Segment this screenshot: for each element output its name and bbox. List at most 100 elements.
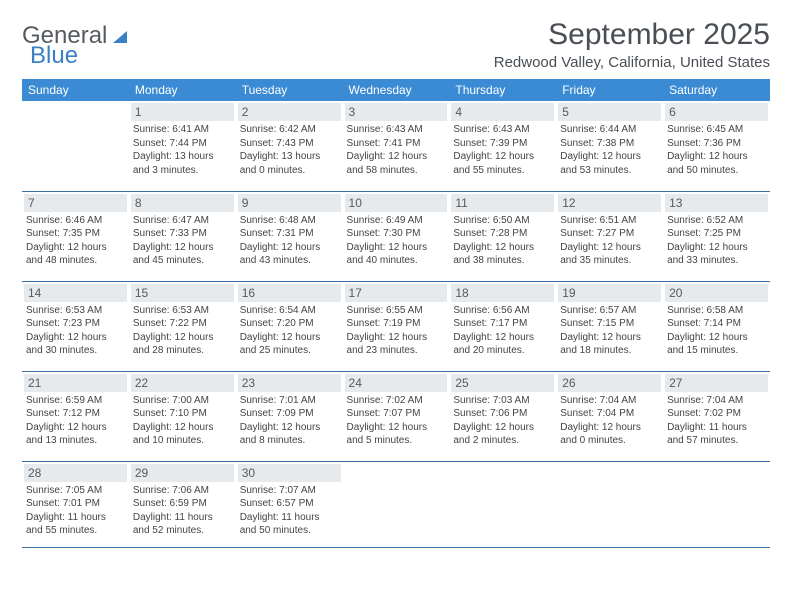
cell-line: Sunrise: 7:07 AM — [240, 484, 339, 498]
cell-line: Sunset: 7:25 PM — [667, 227, 766, 241]
cell-line: Daylight: 12 hours and 30 minutes. — [26, 331, 125, 358]
cell-line: Sunrise: 6:47 AM — [133, 214, 232, 228]
header: General September 2025 Redwood Valley, C… — [22, 18, 770, 71]
day-number: 7 — [24, 194, 127, 212]
calendar-cell: 3 Sunrise: 6:43 AMSunset: 7:41 PMDaylight… — [343, 101, 450, 191]
weekday-header: Sunday — [22, 79, 129, 101]
cell-line: Daylight: 13 hours and 3 minutes. — [133, 150, 232, 177]
day-number: 4 — [451, 103, 554, 121]
cell-line: Sunset: 7:28 PM — [453, 227, 552, 241]
day-number: 24 — [345, 374, 448, 392]
day-number: 3 — [345, 103, 448, 121]
cell-line: Sunset: 7:22 PM — [133, 317, 232, 331]
cell-line: Sunset: 7:15 PM — [560, 317, 659, 331]
day-number: 28 — [24, 464, 127, 482]
cell-line: Daylight: 12 hours and 5 minutes. — [347, 421, 446, 448]
calendar-cell: 30Sunrise: 7:07 AMSunset: 6:57 PMDayligh… — [236, 461, 343, 547]
cell-content: Sunrise: 6:53 AMSunset: 7:22 PMDaylight:… — [133, 304, 232, 358]
day-number: 30 — [238, 464, 341, 482]
day-number: 16 — [238, 284, 341, 302]
cell-line: Daylight: 12 hours and 35 minutes. — [560, 241, 659, 268]
cell-content: Sunrise: 7:00 AMSunset: 7:10 PMDaylight:… — [133, 394, 232, 448]
cell-line: Daylight: 12 hours and 50 minutes. — [667, 150, 766, 177]
calendar-cell: 5 Sunrise: 6:44 AMSunset: 7:38 PMDaylight… — [556, 101, 663, 191]
cell-line: Daylight: 12 hours and 10 minutes. — [133, 421, 232, 448]
cell-line: Sunset: 7:01 PM — [26, 497, 125, 511]
calendar-cell: 28Sunrise: 7:05 AMSunset: 7:01 PMDayligh… — [22, 461, 129, 547]
cell-line: Sunset: 7:30 PM — [347, 227, 446, 241]
month-title: September 2025 — [494, 18, 770, 52]
cell-line: Daylight: 12 hours and 43 minutes. — [240, 241, 339, 268]
cell-line: Daylight: 12 hours and 18 minutes. — [560, 331, 659, 358]
calendar-week: 7Sunrise: 6:46 AMSunset: 7:35 PMDaylight… — [22, 191, 770, 281]
cell-line: Sunset: 7:19 PM — [347, 317, 446, 331]
cell-line: Sunrise: 7:03 AM — [453, 394, 552, 408]
cell-content: Sunrise: 7:03 AMSunset: 7:06 PMDaylight:… — [453, 394, 552, 448]
cell-line: Sunset: 7:27 PM — [560, 227, 659, 241]
calendar-cell: 15 Sunrise: 6:53 AMSunset: 7:22 PMDayligh… — [129, 281, 236, 371]
cell-line: Sunrise: 6:57 AM — [560, 304, 659, 318]
cell-line: Daylight: 13 hours and 0 minutes. — [240, 150, 339, 177]
cell-line: Sunset: 7:23 PM — [26, 317, 125, 331]
day-number: 2 — [238, 103, 341, 121]
day-number: 15 — [131, 284, 234, 302]
weekday-header: Saturday — [663, 79, 770, 101]
cell-content: Sunrise: 7:06 AMSunset: 6:59 PMDaylight:… — [133, 484, 232, 538]
calendar-cell: 6 Sunrise: 6:45 AMSunset: 7:36 PMDaylight… — [663, 101, 770, 191]
day-number: 21 — [24, 374, 127, 392]
cell-line: Sunrise: 6:50 AM — [453, 214, 552, 228]
cell-line: Sunrise: 7:04 AM — [667, 394, 766, 408]
cell-content: Sunrise: 6:45 AMSunset: 7:36 PMDaylight:… — [667, 123, 766, 177]
cell-content: Sunrise: 6:52 AMSunset: 7:25 PMDaylight:… — [667, 214, 766, 268]
cell-line: Sunset: 6:59 PM — [133, 497, 232, 511]
day-number: 9 — [238, 194, 341, 212]
cell-line: Daylight: 12 hours and 25 minutes. — [240, 331, 339, 358]
cell-content: Sunrise: 7:02 AMSunset: 7:07 PMDaylight:… — [347, 394, 446, 448]
calendar-cell: 9Sunrise: 6:48 AMSunset: 7:31 PMDaylight… — [236, 191, 343, 281]
cell-line: Daylight: 11 hours and 50 minutes. — [240, 511, 339, 538]
day-number: 5 — [558, 103, 661, 121]
cell-line: Sunset: 7:07 PM — [347, 407, 446, 421]
cell-line: Sunrise: 7:00 AM — [133, 394, 232, 408]
cell-line: Sunrise: 6:56 AM — [453, 304, 552, 318]
weekday-header: Friday — [556, 79, 663, 101]
weekday-row: SundayMondayTuesdayWednesdayThursdayFrid… — [22, 79, 770, 101]
day-number: 27 — [665, 374, 768, 392]
cell-line: Sunrise: 6:53 AM — [133, 304, 232, 318]
cell-line: Sunset: 7:10 PM — [133, 407, 232, 421]
cell-line: Sunrise: 6:58 AM — [667, 304, 766, 318]
day-number: 6 — [665, 103, 768, 121]
calendar-cell: 14Sunrise: 6:53 AMSunset: 7:23 PMDayligh… — [22, 281, 129, 371]
calendar-cell: 25Sunrise: 7:03 AMSunset: 7:06 PMDayligh… — [449, 371, 556, 461]
cell-line: Sunset: 7:44 PM — [133, 137, 232, 151]
cell-line: Sunset: 7:43 PM — [240, 137, 339, 151]
cell-line: Daylight: 12 hours and 45 minutes. — [133, 241, 232, 268]
cell-line: Daylight: 12 hours and 53 minutes. — [560, 150, 659, 177]
cell-line: Sunrise: 7:06 AM — [133, 484, 232, 498]
cell-line: Sunrise: 6:43 AM — [347, 123, 446, 137]
calendar-cell: 24 Sunrise: 7:02 AMSunset: 7:07 PMDayligh… — [343, 371, 450, 461]
cell-line: Daylight: 12 hours and 48 minutes. — [26, 241, 125, 268]
calendar-cell: 8Sunrise: 6:47 AMSunset: 7:33 PMDaylight… — [129, 191, 236, 281]
title-block: September 2025 Redwood Valley, Californi… — [494, 18, 770, 71]
calendar-cell: 12Sunrise: 6:51 AMSunset: 7:27 PMDayligh… — [556, 191, 663, 281]
weekday-header: Tuesday — [236, 79, 343, 101]
cell-line: Daylight: 12 hours and 40 minutes. — [347, 241, 446, 268]
cell-content: Sunrise: 7:04 AMSunset: 7:02 PMDaylight:… — [667, 394, 766, 448]
cell-content: Sunrise: 6:59 AMSunset: 7:12 PMDaylight:… — [26, 394, 125, 448]
day-number: 22 — [131, 374, 234, 392]
cell-content: Sunrise: 6:44 AMSunset: 7:38 PMDaylight:… — [560, 123, 659, 177]
calendar-week: 1Sunrise: 6:41 AMSunset: 7:44 PMDaylight… — [22, 101, 770, 191]
cell-content: Sunrise: 6:50 AMSunset: 7:28 PMDaylight:… — [453, 214, 552, 268]
cell-line: Sunrise: 6:44 AM — [560, 123, 659, 137]
calendar-cell: 27 Sunrise: 7:04 AMSunset: 7:02 PMDayligh… — [663, 371, 770, 461]
cell-line: Sunrise: 6:48 AM — [240, 214, 339, 228]
cell-line: Sunset: 7:39 PM — [453, 137, 552, 151]
cell-content: Sunrise: 6:43 AMSunset: 7:41 PMDaylight:… — [347, 123, 446, 177]
day-number: 23 — [238, 374, 341, 392]
cell-line: Daylight: 12 hours and 28 minutes. — [133, 331, 232, 358]
cell-content: Sunrise: 6:56 AMSunset: 7:17 PMDaylight:… — [453, 304, 552, 358]
cell-line: Sunrise: 6:54 AM — [240, 304, 339, 318]
cell-line: Daylight: 11 hours and 57 minutes. — [667, 421, 766, 448]
calendar-week: 21 Sunrise: 6:59 AMSunset: 7:12 PMDayligh… — [22, 371, 770, 461]
